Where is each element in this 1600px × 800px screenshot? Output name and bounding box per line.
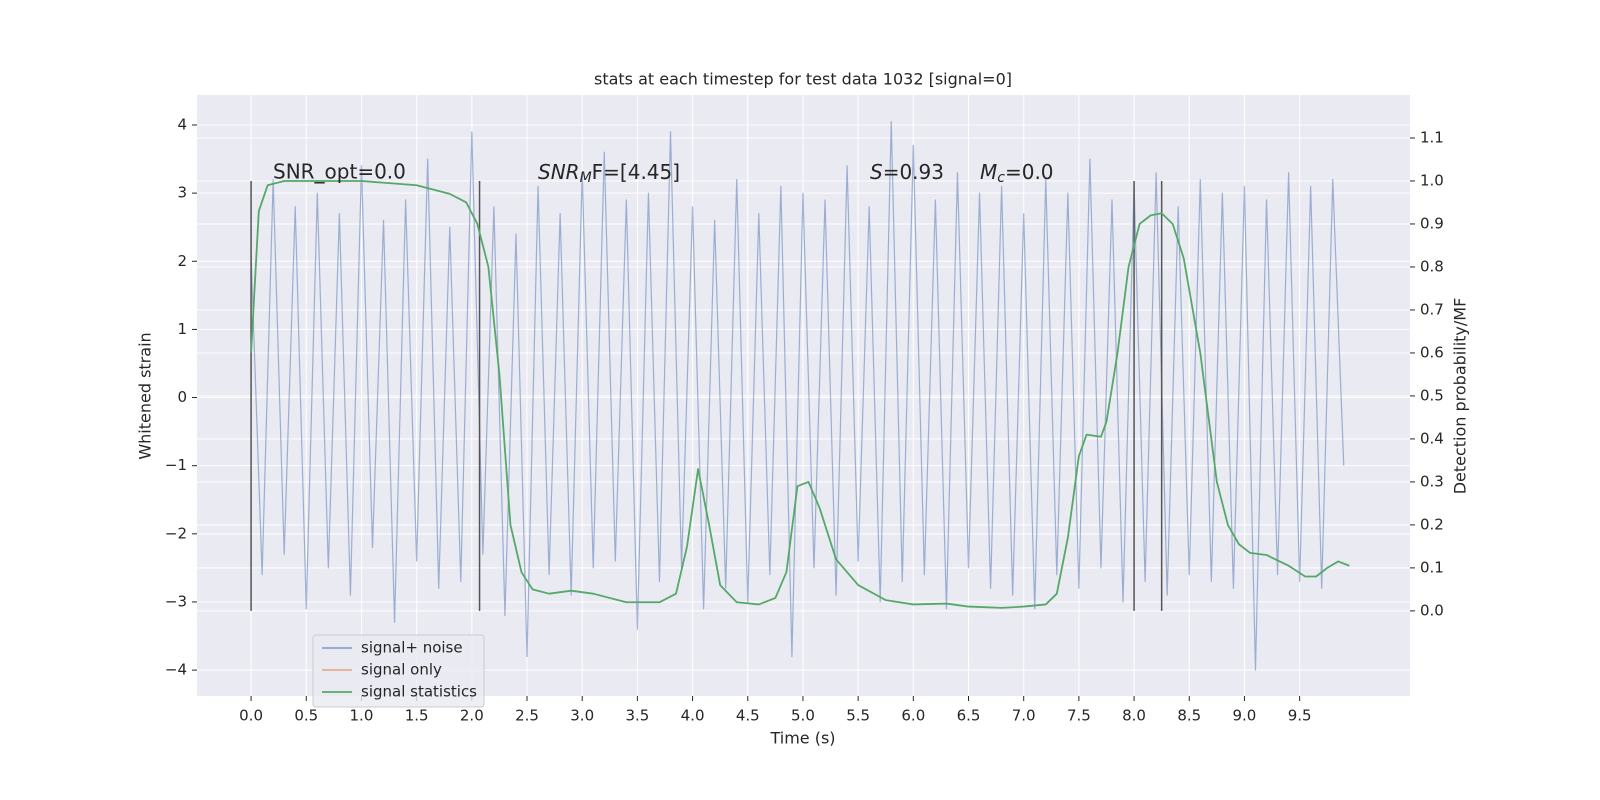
statistics-line [250, 180, 1350, 609]
x-tick-label: 2.0 [460, 707, 484, 725]
y-axis-label: Whitened strain [136, 332, 155, 459]
legend: signal+ noise signal only signal statistic… [312, 634, 485, 708]
annotation-base: S [870, 160, 883, 184]
y2-tick-label: 0.6 [1420, 343, 1444, 361]
y2-tick-label: 1.1 [1420, 128, 1444, 146]
legend-box [312, 634, 485, 708]
x-tick-label: 4.5 [736, 707, 760, 725]
annotation: SNR_opt=0.0 [273, 160, 406, 184]
annotation: Mc=0.0 [980, 160, 1054, 187]
x-tick-label: 9.5 [1288, 707, 1312, 725]
annotation-sub: c [997, 170, 1005, 186]
y2-tick-label: 0.1 [1420, 558, 1444, 576]
x-tick-label: 8.5 [1177, 707, 1201, 725]
x-tick-label: 0.5 [294, 707, 318, 725]
y2-axis-label: Detection probability/MF [1451, 298, 1470, 495]
y2-tick-label: 0.8 [1420, 257, 1444, 275]
x-tick-label: 6.5 [957, 707, 981, 725]
x-tick-label: 7.0 [1012, 707, 1036, 725]
x-tick-label: 4.0 [681, 707, 705, 725]
x-tick-label: 9.0 [1233, 707, 1257, 725]
y2-tick-label: 0.0 [1420, 601, 1444, 619]
legend-label: signal only [361, 661, 442, 679]
y2-tick-label: 0.7 [1420, 300, 1444, 318]
y2-tick-label: 0.2 [1420, 515, 1444, 533]
annotation-tail: =0.93 [883, 160, 944, 184]
x-tick-label: 1.5 [405, 707, 429, 725]
annotation: SNRMF=[4.45] [538, 160, 680, 187]
x-tick-label: 5.5 [846, 707, 870, 725]
x-tick-label: 2.5 [515, 707, 539, 725]
y-tick-label: −1 [165, 456, 187, 474]
labels: 0.0 0.5 1.0 1.5 2.0 2.5 3.0 3.5 4.0 4.5 5.0 5.5 6.0 6… [165, 115, 1444, 724]
x-tick-label: 6.0 [901, 707, 925, 725]
annotation-tail: =0.0 [1005, 160, 1054, 184]
y-tick-label: −2 [165, 524, 187, 542]
annotation-tail: F=[4.45] [592, 160, 680, 184]
x-axis-label: Time (s) [769, 729, 835, 748]
legend-label: signal+ noise [361, 639, 463, 657]
annotation-base: M [980, 160, 997, 184]
y-tick-label: −3 [165, 592, 187, 610]
y2-tick-label: 0.4 [1420, 429, 1444, 447]
y2-tick-label: 0.9 [1420, 214, 1444, 232]
annotation: S=0.93 [870, 160, 944, 184]
x-tick-label: 3.0 [570, 707, 594, 725]
x-tick-label: 0.0 [239, 707, 263, 725]
x-tick-label: 1.0 [350, 707, 374, 725]
x-tick-label: 7.5 [1067, 707, 1091, 725]
y2-tick-label: 1.0 [1420, 171, 1444, 189]
y-tick-label: 4 [177, 115, 187, 133]
x-tick-label: 8.0 [1122, 707, 1146, 725]
y-tick-label: 3 [177, 184, 187, 202]
grid [197, 95, 1410, 696]
marks [250, 120, 1350, 671]
y-tick-label: 1 [177, 320, 187, 338]
chart-title: stats at each timestep for test data 103… [594, 70, 1012, 89]
y-tick-label: 2 [177, 252, 187, 270]
y-tick-label: 0 [177, 388, 187, 406]
y2-tick-label: 0.5 [1420, 386, 1444, 404]
y2-tick-label: 0.3 [1420, 472, 1444, 490]
annotation-sub: M [580, 170, 592, 186]
x-tick-label: 3.5 [625, 707, 649, 725]
legend-label: signal statistics [361, 683, 477, 701]
x-tick-label: 5.0 [791, 707, 815, 725]
y-tick-label: −4 [165, 661, 187, 679]
annotation-base: SNR [538, 160, 580, 184]
